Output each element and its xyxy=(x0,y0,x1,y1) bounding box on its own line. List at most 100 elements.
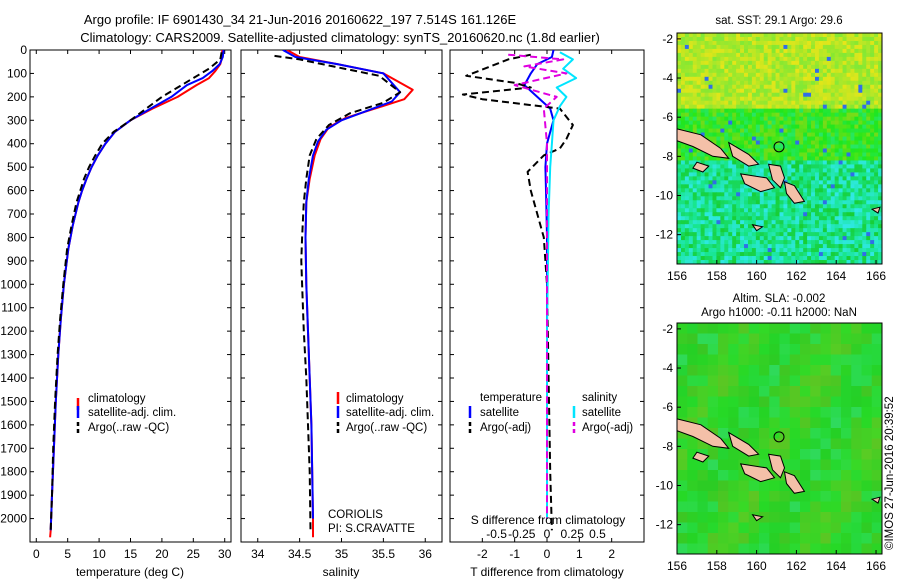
heatmap-cell xyxy=(874,112,879,118)
heatmap-cell xyxy=(838,100,844,106)
heatmap-cell xyxy=(687,459,699,471)
heatmap-cell xyxy=(759,428,770,440)
heatmap-cell xyxy=(740,208,745,213)
heatmap-cell xyxy=(696,120,702,126)
heatmap-cell xyxy=(751,96,757,102)
heatmap-cell xyxy=(748,323,760,335)
heatmap-cell xyxy=(728,40,733,46)
heatmap-cell xyxy=(834,156,840,162)
heatmap-cell xyxy=(826,104,832,110)
legend-label-temp-argo: Argo(-adj) xyxy=(480,422,531,434)
heatmap-cell xyxy=(834,160,840,166)
heatmap-cell xyxy=(822,180,828,185)
heatmap-cell xyxy=(687,365,699,377)
heatmap-cell xyxy=(712,124,718,130)
heatmap-cell xyxy=(800,491,811,503)
heatmap-cell xyxy=(748,344,760,356)
heatmap-cell xyxy=(747,252,753,257)
heatmap-cell xyxy=(755,88,761,94)
heatmap-cell xyxy=(834,33,840,38)
heatmap-cell xyxy=(830,56,836,62)
heatmap-cell xyxy=(807,108,812,114)
heatmap-cell xyxy=(862,184,867,189)
heatmap-cell xyxy=(771,200,777,205)
heatmap-cell xyxy=(728,386,740,398)
heatmap-cell xyxy=(787,92,792,98)
heatmap-cell xyxy=(728,354,740,366)
heatmap-cell xyxy=(755,36,761,42)
heatmap-cell xyxy=(807,160,812,166)
heatmap-cell xyxy=(759,200,765,205)
heatmap-cell xyxy=(807,212,812,217)
heatmap-cell xyxy=(858,152,863,158)
heatmap-cell xyxy=(795,204,800,209)
heatmap-cell xyxy=(775,116,781,122)
heatmap-cell xyxy=(803,256,808,261)
heatmap-cell xyxy=(818,188,824,193)
heatmap-cell xyxy=(783,64,788,70)
heatmap-cell xyxy=(720,72,725,78)
heatmap-cell xyxy=(803,33,808,38)
heatmap-cell xyxy=(763,212,769,217)
heatmap-cell xyxy=(704,60,710,66)
heatmap-cell xyxy=(763,136,769,142)
heatmap-cell xyxy=(716,128,721,134)
heatmap-cell xyxy=(771,80,777,86)
heatmap-cell xyxy=(738,417,750,429)
heatmap-cell xyxy=(747,236,753,241)
heatmap-cell xyxy=(830,64,836,70)
heatmap-cell xyxy=(697,396,709,408)
heatmap-cell xyxy=(838,33,844,38)
heatmap-cell xyxy=(858,48,863,54)
heatmap-cell xyxy=(830,248,836,253)
heatmap-cell xyxy=(830,480,842,492)
y-tick-label: 0 xyxy=(20,43,27,57)
heatmap-cell xyxy=(822,256,828,261)
heatmap-cell xyxy=(858,33,863,38)
heatmap-cell xyxy=(755,140,761,146)
heatmap-cell xyxy=(818,236,824,241)
heatmap-cell xyxy=(748,438,760,450)
heatmap-cell xyxy=(787,196,792,201)
heatmap-cell xyxy=(803,92,808,98)
heatmap-cell xyxy=(826,216,832,221)
heatmap-cell xyxy=(822,164,828,170)
heatmap-cell xyxy=(783,68,788,74)
heatmap-cell xyxy=(763,148,769,154)
heatmap-cell xyxy=(854,252,859,257)
heatmap-cell xyxy=(707,533,719,545)
heatmap-cell xyxy=(822,128,828,134)
heatmap-cell xyxy=(700,48,706,54)
heatmap-cell xyxy=(696,44,702,50)
heatmap-cell xyxy=(779,136,785,142)
heatmap-cell xyxy=(800,543,811,554)
heatmap-cell xyxy=(763,96,769,102)
heatmap-cell xyxy=(822,224,828,229)
heatmap-cell xyxy=(838,148,844,154)
heatmap-cell xyxy=(744,60,749,66)
heatmap-cell xyxy=(767,216,773,221)
heatmap-cell xyxy=(704,172,710,177)
heatmap-cell xyxy=(697,407,709,419)
x-tick-label: 0 xyxy=(544,547,551,561)
heatmap-cell xyxy=(779,100,785,106)
heatmap-cell xyxy=(783,72,788,78)
heatmap-cell xyxy=(767,228,773,233)
heatmap-cell xyxy=(811,212,816,217)
heatmap-cell xyxy=(744,48,749,54)
heatmap-cell xyxy=(775,80,781,86)
heatmap-cell xyxy=(862,108,867,114)
heatmap-cell xyxy=(696,224,702,229)
heatmap-cell xyxy=(854,132,859,138)
heatmap-cell xyxy=(704,108,710,114)
heatmap-cell xyxy=(830,501,842,513)
heatmap-cell xyxy=(807,256,812,261)
heatmap-cell xyxy=(811,172,816,177)
heatmap-cell xyxy=(696,232,702,237)
heatmap-cell xyxy=(704,188,710,193)
heatmap-cell xyxy=(704,84,710,90)
heatmap-cell xyxy=(767,224,773,229)
heatmap-cell xyxy=(697,375,709,387)
heatmap-cell xyxy=(838,240,844,245)
heatmap-cell xyxy=(724,36,729,42)
